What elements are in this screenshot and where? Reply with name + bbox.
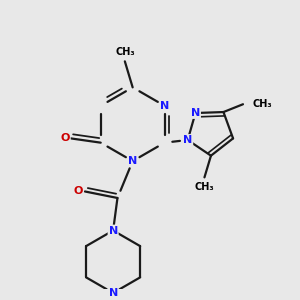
Text: CH₃: CH₃ [115,47,135,57]
Text: O: O [61,133,70,143]
Text: N: N [128,156,137,166]
Text: N: N [183,135,192,145]
Text: N: N [109,288,118,298]
Text: CH₃: CH₃ [253,99,272,109]
Text: O: O [74,187,83,196]
Text: CH₃: CH₃ [195,182,214,192]
Text: N: N [160,101,169,111]
Text: N: N [109,226,118,236]
Text: N: N [191,108,200,118]
